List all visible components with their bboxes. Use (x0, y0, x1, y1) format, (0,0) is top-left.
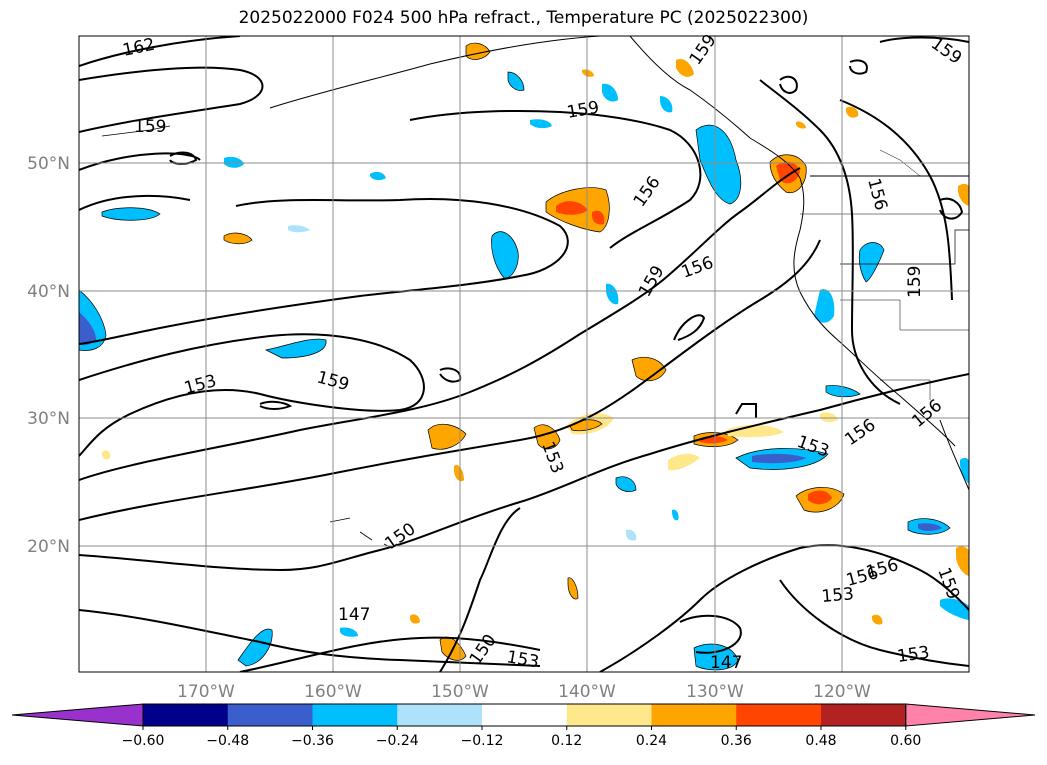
lat-label: 20°N (27, 537, 70, 557)
graticule (79, 36, 969, 672)
colorbar-tick-label: 0.60 (890, 733, 921, 749)
colorbar-frame (142, 703, 907, 727)
colorbar-bin (821, 704, 907, 726)
contour-label: 147 (710, 653, 742, 673)
colorbar-bin (312, 704, 398, 726)
contour-label: 153 (896, 643, 931, 667)
lon-label: 150°W (431, 682, 489, 702)
longitude-labels: 170°W 160°W 150°W 140°W 130°W 120°W (177, 682, 871, 702)
colorbar-tick-label: −0.48 (206, 733, 249, 749)
colorbar-extend-high (905, 703, 1036, 727)
contour-label: 159 (905, 266, 925, 298)
lon-label: 140°W (558, 682, 616, 702)
anomaly-shading (79, 42, 969, 671)
contour-label: 153 (821, 584, 855, 607)
colorbar-tick-label: −0.24 (376, 733, 419, 749)
map-frame (78, 35, 970, 673)
colorbar-extend-low (11, 703, 144, 727)
lon-label: 120°W (813, 682, 871, 702)
lon-label: 130°W (686, 682, 744, 702)
contour-label: 159 (134, 117, 166, 137)
colorbar-tick-label: −0.60 (122, 733, 165, 749)
colorbar-tick-label: 0.48 (805, 733, 836, 749)
lat-label: 30°N (27, 409, 70, 429)
lon-label: 170°W (177, 682, 235, 702)
map-title: 2025022000 F024 500 hPa refract., Temper… (238, 8, 809, 28)
colorbar-tick-label: 0.36 (721, 733, 752, 749)
temperature-contours (79, 36, 969, 672)
map-plot-area (79, 36, 969, 672)
colorbar-bin (397, 704, 483, 726)
colorbar-bin (566, 704, 652, 726)
colorbar-bin (736, 704, 822, 726)
colorbar-bin (651, 704, 737, 726)
colorbar-tick-label: −0.36 (291, 733, 334, 749)
latitude-labels: 50°N 40°N 30°N 20°N (27, 154, 70, 557)
lat-label: 50°N (27, 154, 70, 174)
colorbar-tick-label: −0.12 (461, 733, 504, 749)
lat-label: 40°N (27, 282, 70, 302)
colorbar-bin (482, 704, 568, 726)
colorbar-bin (227, 704, 313, 726)
colorbar-bin (143, 704, 229, 726)
lon-label: 160°W (304, 682, 362, 702)
colorbar: −0.60 −0.48 −0.36 −0.24 −0.12 0.12 0.24 0.36 0.4… (11, 703, 1036, 749)
colorbar-tick-label: 0.12 (551, 733, 582, 749)
contour-label: 147 (338, 605, 370, 625)
colorbar-tick-label: 0.24 (636, 733, 667, 749)
